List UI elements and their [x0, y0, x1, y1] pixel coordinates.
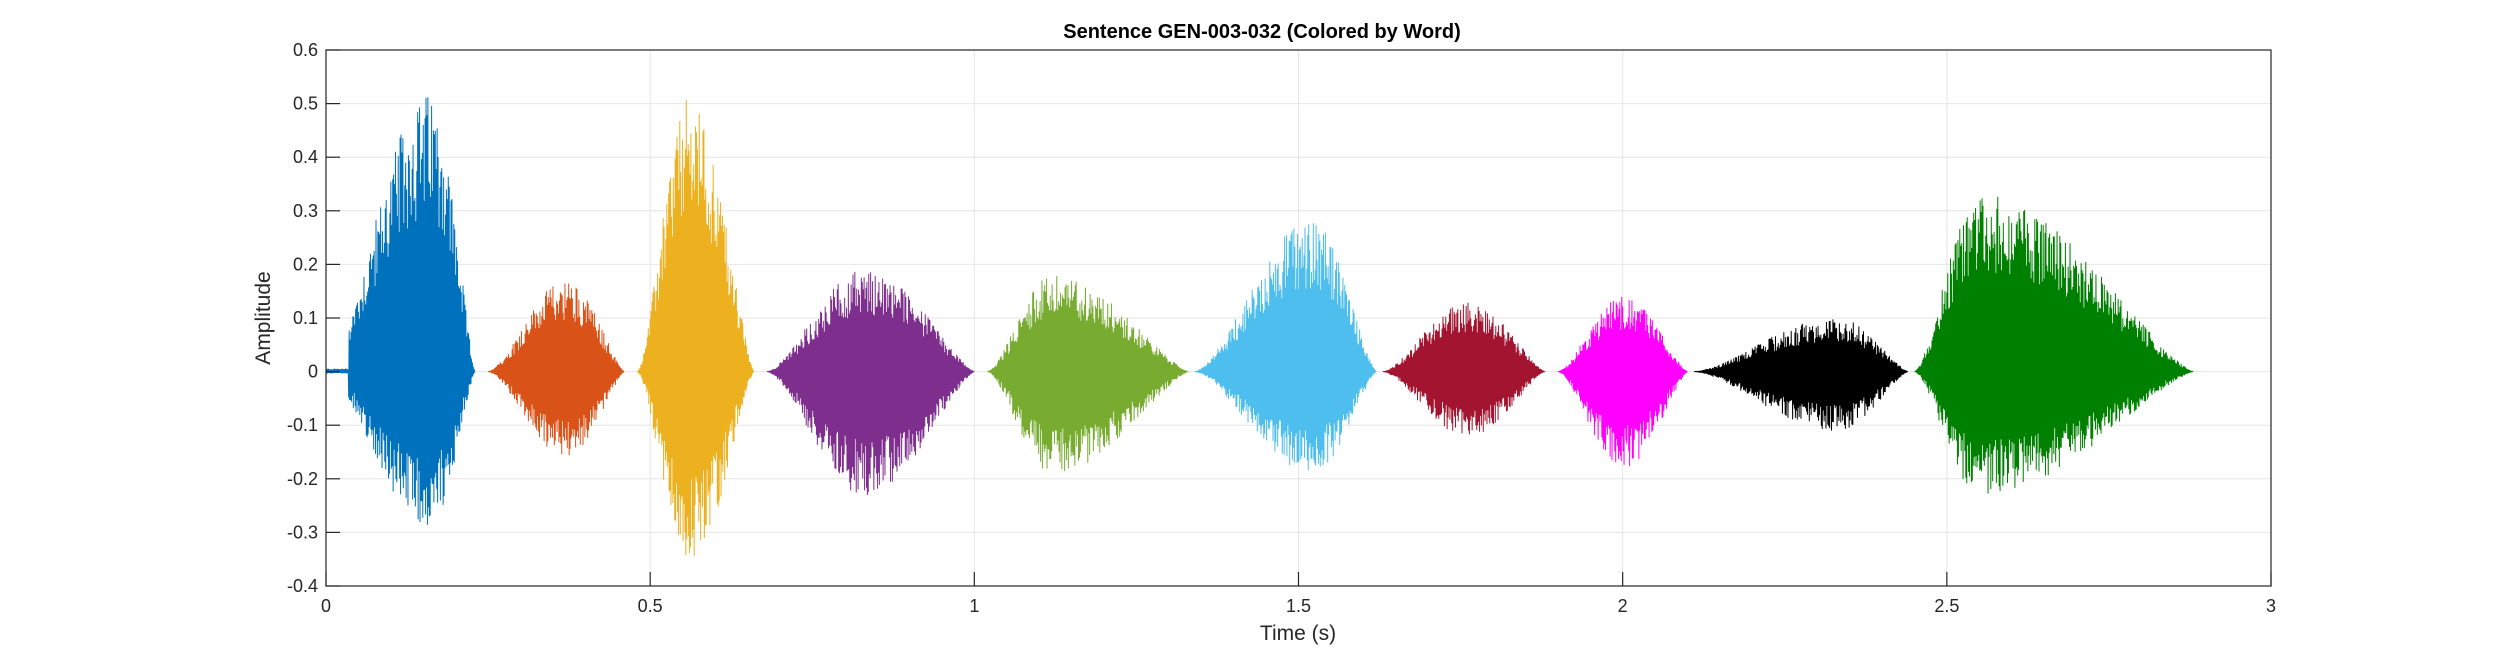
y-tick-label: 0.5 — [293, 94, 318, 114]
y-tick-label: 0.2 — [293, 254, 318, 274]
axis-ticks: 0 0.5 1 1.5 2 2.5 3 -0.4 -0.3 -0.2 -0.1 0 0.1 0.2 0.3 0… — [287, 40, 2276, 616]
y-tick-label: 0.3 — [293, 201, 318, 221]
word-waveform-4 — [766, 271, 975, 496]
x-tick-label: 0.5 — [638, 596, 663, 616]
word-waveform-9 — [1693, 319, 1909, 431]
word-waveform-8 — [1557, 296, 1688, 467]
x-tick-label: 3 — [2266, 596, 2276, 616]
chart-title: Sentence GEN-003-032 (Colored by Word) — [1063, 21, 1461, 43]
y-tick-label: 0 — [308, 362, 318, 382]
word-waveform-10 — [1914, 196, 2194, 494]
y-tick-label: 0.1 — [293, 308, 318, 328]
x-tick-label: 1.5 — [1286, 596, 1311, 616]
word-waveform-2 — [488, 283, 625, 456]
x-tick-label: 2 — [1618, 596, 1628, 616]
x-tick-label: 1 — [969, 596, 979, 616]
y-tick-label: -0.1 — [287, 415, 318, 435]
word-waveform-1 — [325, 97, 476, 525]
x-tick-label: 2.5 — [1934, 596, 1959, 616]
y-tick-label: 0.4 — [293, 147, 318, 167]
word-waveform-5 — [987, 275, 1189, 472]
y-tick-label: -0.2 — [287, 469, 318, 489]
word-waveform-7 — [1382, 302, 1546, 435]
y-tick-label: 0.6 — [293, 40, 318, 60]
word-waveform-6 — [1194, 223, 1377, 471]
y-axis-label: Amplitude — [252, 271, 275, 364]
x-axis-label: Time (s) — [1260, 622, 1336, 645]
waveform-series — [325, 97, 2194, 557]
word-waveform-3 — [637, 99, 755, 557]
y-tick-label: -0.3 — [287, 522, 318, 542]
x-tick-label: 0 — [321, 596, 331, 616]
y-tick-label: -0.4 — [287, 576, 318, 596]
